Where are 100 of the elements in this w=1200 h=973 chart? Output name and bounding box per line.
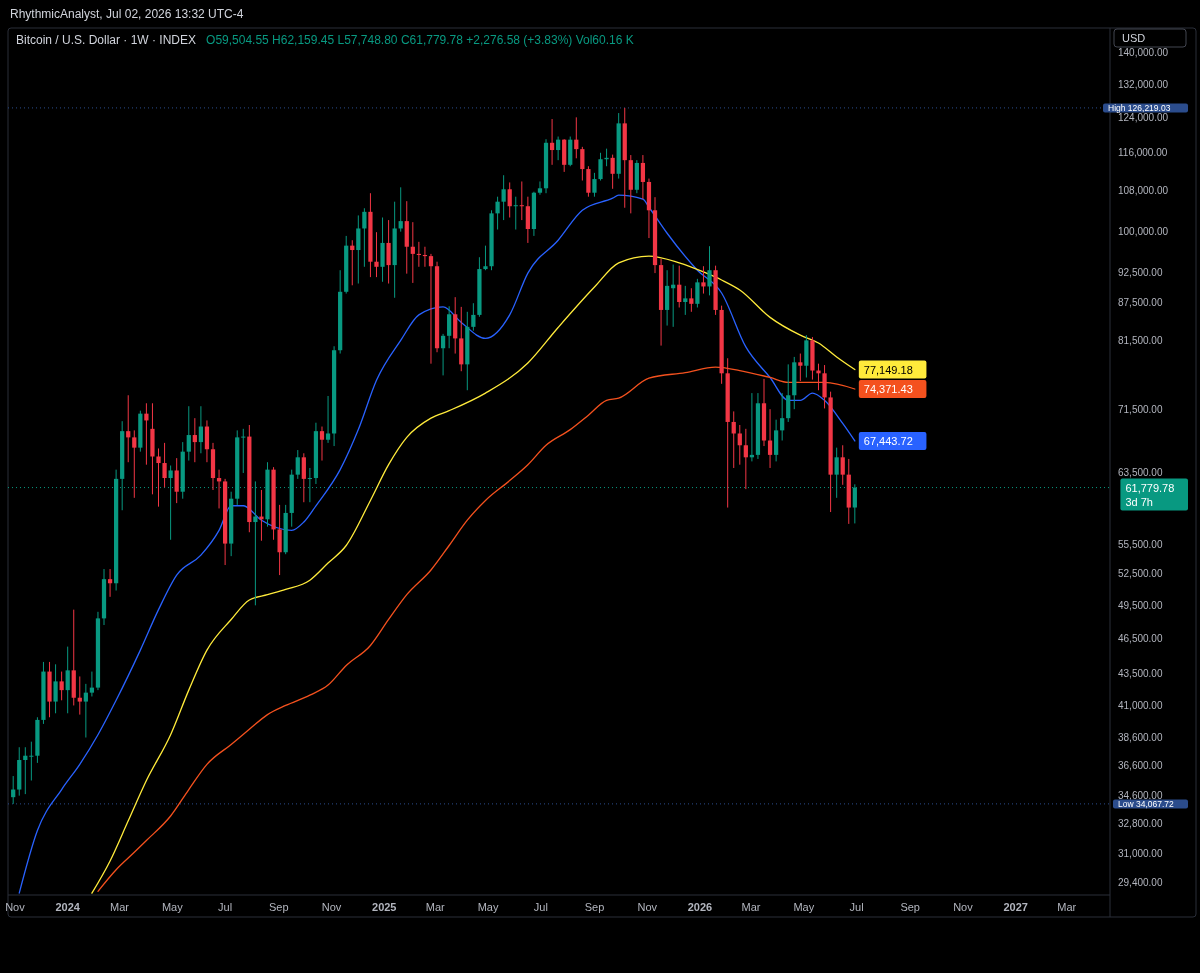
candlestick bbox=[386, 219, 391, 285]
x-tick-label: Sep bbox=[268, 901, 289, 913]
candlestick bbox=[731, 410, 736, 469]
candlestick bbox=[301, 452, 306, 503]
candlestick bbox=[495, 196, 500, 231]
data-label: 67,443.72 bbox=[863, 434, 913, 447]
candlestick bbox=[319, 426, 325, 462]
candlestick bbox=[677, 265, 682, 308]
y-tick-label: 87,500.00 bbox=[1118, 297, 1163, 309]
candlestick bbox=[174, 457, 179, 504]
candlestick bbox=[767, 408, 773, 469]
y-tick-label: 71,500.00 bbox=[1118, 404, 1163, 416]
candlestick bbox=[525, 196, 530, 244]
x-tick-label: Sep bbox=[584, 901, 605, 913]
candlestick bbox=[737, 424, 742, 466]
text: O59,504.55 H62,159.45 L57,748.80 C61,779.78 +2,276.58 (+3.83%) Vol60.16 K bbox=[206, 33, 634, 47]
candlestick bbox=[483, 245, 488, 271]
x-tick-label: Nov bbox=[953, 901, 974, 913]
candlestick bbox=[537, 180, 543, 196]
candlestick bbox=[277, 504, 282, 576]
candlestick bbox=[374, 231, 379, 278]
line-series bbox=[97, 366, 856, 892]
candlestick bbox=[695, 278, 700, 308]
x-tick-label: Jul bbox=[533, 901, 548, 913]
candlestick bbox=[410, 221, 415, 284]
candlestick bbox=[29, 741, 34, 782]
candlestick bbox=[132, 429, 137, 499]
candlestick bbox=[471, 302, 476, 332]
y-tick-label: 43,500.00 bbox=[1118, 668, 1163, 680]
line-series bbox=[91, 255, 856, 894]
x-tick-label: Mar bbox=[425, 901, 446, 913]
candlestick bbox=[707, 245, 712, 296]
candlestick bbox=[840, 444, 845, 486]
candlestick bbox=[204, 419, 210, 463]
candlestick bbox=[77, 675, 82, 716]
y-tick-label: 38,600.00 bbox=[1118, 731, 1163, 743]
text: Bitcoin / U.S. Dollar · 1W · INDEX bbox=[16, 33, 197, 47]
candlestick bbox=[295, 449, 300, 480]
candlestick bbox=[519, 180, 524, 221]
data-label: 77,149.18 bbox=[863, 363, 913, 376]
y-tick-label: 132,000.00 bbox=[1118, 78, 1169, 90]
candlestick bbox=[398, 186, 403, 233]
candlestick bbox=[186, 405, 191, 462]
candlestick bbox=[834, 447, 839, 499]
y-tick-label: 81,500.00 bbox=[1118, 334, 1163, 346]
text: RhythmicAnalyst, Jul 02, 2026 13:32 UTC-4 bbox=[10, 7, 244, 21]
y-tick-label: 116,000.00 bbox=[1118, 147, 1168, 159]
x-tick-label: 2026 bbox=[687, 901, 713, 913]
candlestick bbox=[786, 363, 791, 423]
line-series bbox=[18, 194, 856, 894]
candlestick bbox=[162, 442, 167, 488]
candlestick bbox=[447, 305, 452, 349]
y-tick-label: 92,500.00 bbox=[1118, 267, 1163, 279]
candlestick bbox=[53, 663, 58, 714]
x-tick-label: Sep bbox=[900, 901, 920, 913]
x-tick-label: Nov bbox=[321, 901, 342, 913]
x-tick-label: Jul bbox=[218, 901, 233, 913]
x-tick-label: Nov bbox=[637, 901, 658, 913]
candlestick bbox=[83, 683, 88, 739]
candlestick bbox=[580, 146, 585, 182]
x-tick-label: 2025 bbox=[372, 901, 397, 913]
y-tick-label: 140,000.00 bbox=[1118, 47, 1169, 59]
candlestick bbox=[610, 154, 615, 190]
y-tick-label: 55,500.00 bbox=[1118, 538, 1163, 550]
candlestick bbox=[513, 196, 518, 231]
data-label: 74,371.43 bbox=[863, 383, 913, 395]
candlestick bbox=[507, 181, 512, 218]
y-tick-label: 124,000.00 bbox=[1118, 111, 1169, 123]
x-tick-label: May bbox=[793, 901, 815, 913]
candlestick bbox=[65, 646, 70, 714]
candlestick bbox=[107, 568, 113, 598]
candlestick bbox=[362, 207, 367, 268]
candlestick bbox=[598, 152, 603, 182]
y-tick-label: 29,400.00 bbox=[1118, 876, 1163, 888]
candlestick bbox=[428, 253, 434, 365]
candlestick bbox=[356, 214, 361, 285]
candlestick bbox=[126, 394, 131, 463]
candlestick bbox=[192, 417, 197, 463]
x-tick-label: Mar bbox=[1057, 901, 1077, 913]
ref-line-label: 61,779.78 3d 7h bbox=[1125, 481, 1175, 508]
x-tick-label: May bbox=[161, 901, 184, 913]
candlestick bbox=[798, 353, 803, 382]
candlestick bbox=[325, 395, 331, 444]
y-tick-label: 52,500.00 bbox=[1118, 568, 1163, 580]
y-tick-label: 63,500.00 bbox=[1118, 467, 1163, 479]
candlestick bbox=[198, 405, 204, 454]
candlestick bbox=[59, 671, 64, 701]
candlestick bbox=[556, 136, 561, 161]
x-tick-label: Jul bbox=[849, 901, 864, 913]
candlestick bbox=[701, 265, 706, 295]
y-tick-label: 49,500.00 bbox=[1118, 599, 1163, 611]
y-tick-label: 34,600.00 bbox=[1118, 790, 1163, 802]
candlestick bbox=[241, 428, 246, 474]
x-tick-label: Mar bbox=[741, 901, 761, 913]
y-tick-label: 108,000.00 bbox=[1118, 185, 1169, 197]
candlestick bbox=[501, 174, 506, 221]
x-tick-label: 2027 bbox=[1003, 901, 1028, 913]
candlestick bbox=[743, 428, 748, 490]
y-tick-label: 100,000.00 bbox=[1118, 226, 1169, 238]
y-tick-label: 31,000.00 bbox=[1118, 848, 1163, 860]
